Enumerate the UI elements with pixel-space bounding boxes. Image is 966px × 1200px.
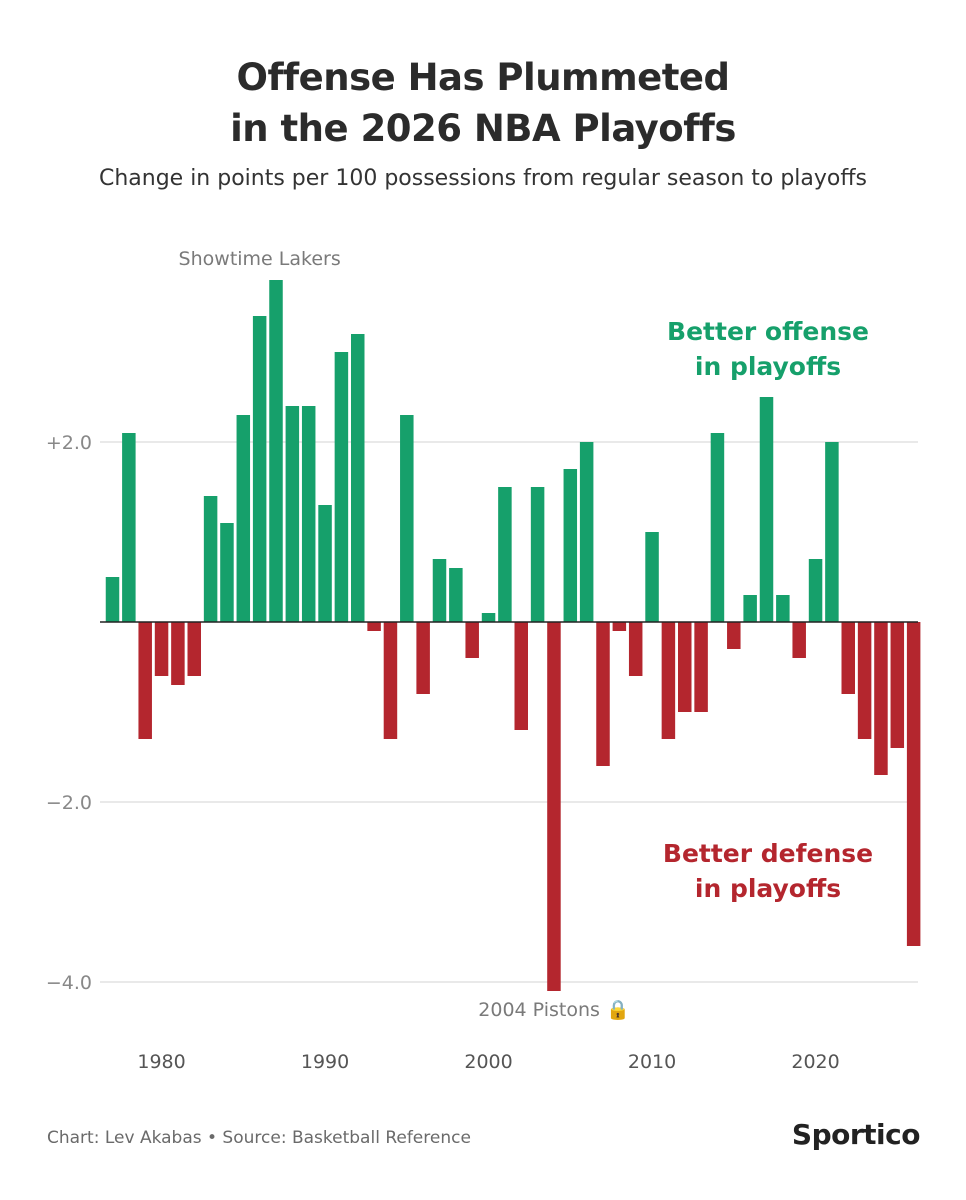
bar — [890, 622, 905, 748]
bar — [825, 442, 839, 622]
chart-title-line2: in the 2026 NBA Playoffs — [230, 107, 736, 150]
bar — [203, 496, 218, 622]
bar — [154, 622, 169, 676]
label-better-defense: in playoffs — [695, 874, 841, 903]
bar — [220, 523, 234, 622]
bar — [857, 622, 872, 739]
label-better-offense: in playoffs — [695, 352, 841, 381]
bar — [547, 622, 561, 991]
bar — [252, 316, 267, 622]
chart-subtitle: Change in points per 100 possessions fro… — [98, 166, 868, 191]
bar — [841, 622, 855, 694]
bar — [563, 469, 578, 622]
chart-title-line1: Offense Has Plummeted — [236, 56, 730, 99]
bar — [776, 595, 790, 622]
annotation-2004-pistons: 2004 Pistons 🔒 — [478, 999, 629, 1021]
bar — [498, 487, 512, 622]
bar — [367, 622, 381, 631]
bar — [334, 352, 349, 622]
bar — [105, 577, 120, 622]
bar — [416, 622, 430, 694]
bar — [579, 442, 594, 622]
bar — [727, 622, 741, 649]
bar — [645, 532, 659, 622]
bar — [792, 622, 806, 658]
bar — [743, 595, 757, 622]
bar — [138, 622, 152, 739]
bar — [661, 622, 676, 739]
label-better-offense: Better offense — [667, 317, 869, 346]
label-better-defense: Better defense — [663, 839, 873, 868]
bar — [694, 622, 708, 712]
y-tick-label: −4.0 — [46, 972, 92, 994]
bar — [678, 622, 692, 712]
bar — [612, 622, 627, 631]
bar — [481, 613, 496, 622]
bar — [759, 397, 774, 622]
bar — [596, 622, 610, 766]
bar — [465, 622, 479, 658]
sportico-logo: Sportico — [791, 1118, 921, 1151]
bar — [187, 622, 201, 676]
bar — [301, 406, 316, 622]
bar — [351, 334, 365, 622]
bar — [874, 622, 888, 775]
y-tick-label: +2.0 — [46, 432, 92, 454]
bar — [808, 559, 823, 622]
annotation-showtime-lakers: Showtime Lakers — [179, 248, 341, 270]
chart-title: Offense Has Plummeted in the 2026 NBA Pl… — [0, 52, 966, 154]
bar — [122, 433, 136, 622]
bar — [710, 433, 725, 622]
bar — [906, 622, 921, 946]
bar — [449, 568, 463, 622]
x-tick-label: 2000 — [464, 1051, 512, 1073]
bar — [432, 559, 447, 622]
bar — [530, 487, 545, 622]
x-tick-label: 2010 — [628, 1051, 676, 1073]
bar — [171, 622, 185, 685]
footer-credit: Chart: Lev Akabas • Source: Basketball R… — [47, 1128, 471, 1148]
y-tick-label: −2.0 — [46, 792, 92, 814]
bar — [285, 406, 300, 622]
x-tick-label: 1980 — [137, 1051, 185, 1073]
x-tick-label: 1990 — [301, 1051, 349, 1073]
bar — [318, 505, 332, 622]
bar — [236, 415, 251, 622]
bar — [514, 622, 528, 730]
bar — [400, 415, 414, 622]
bar — [269, 280, 283, 622]
x-tick-label: 2020 — [791, 1051, 839, 1073]
bar — [628, 622, 643, 676]
bar — [383, 622, 398, 739]
